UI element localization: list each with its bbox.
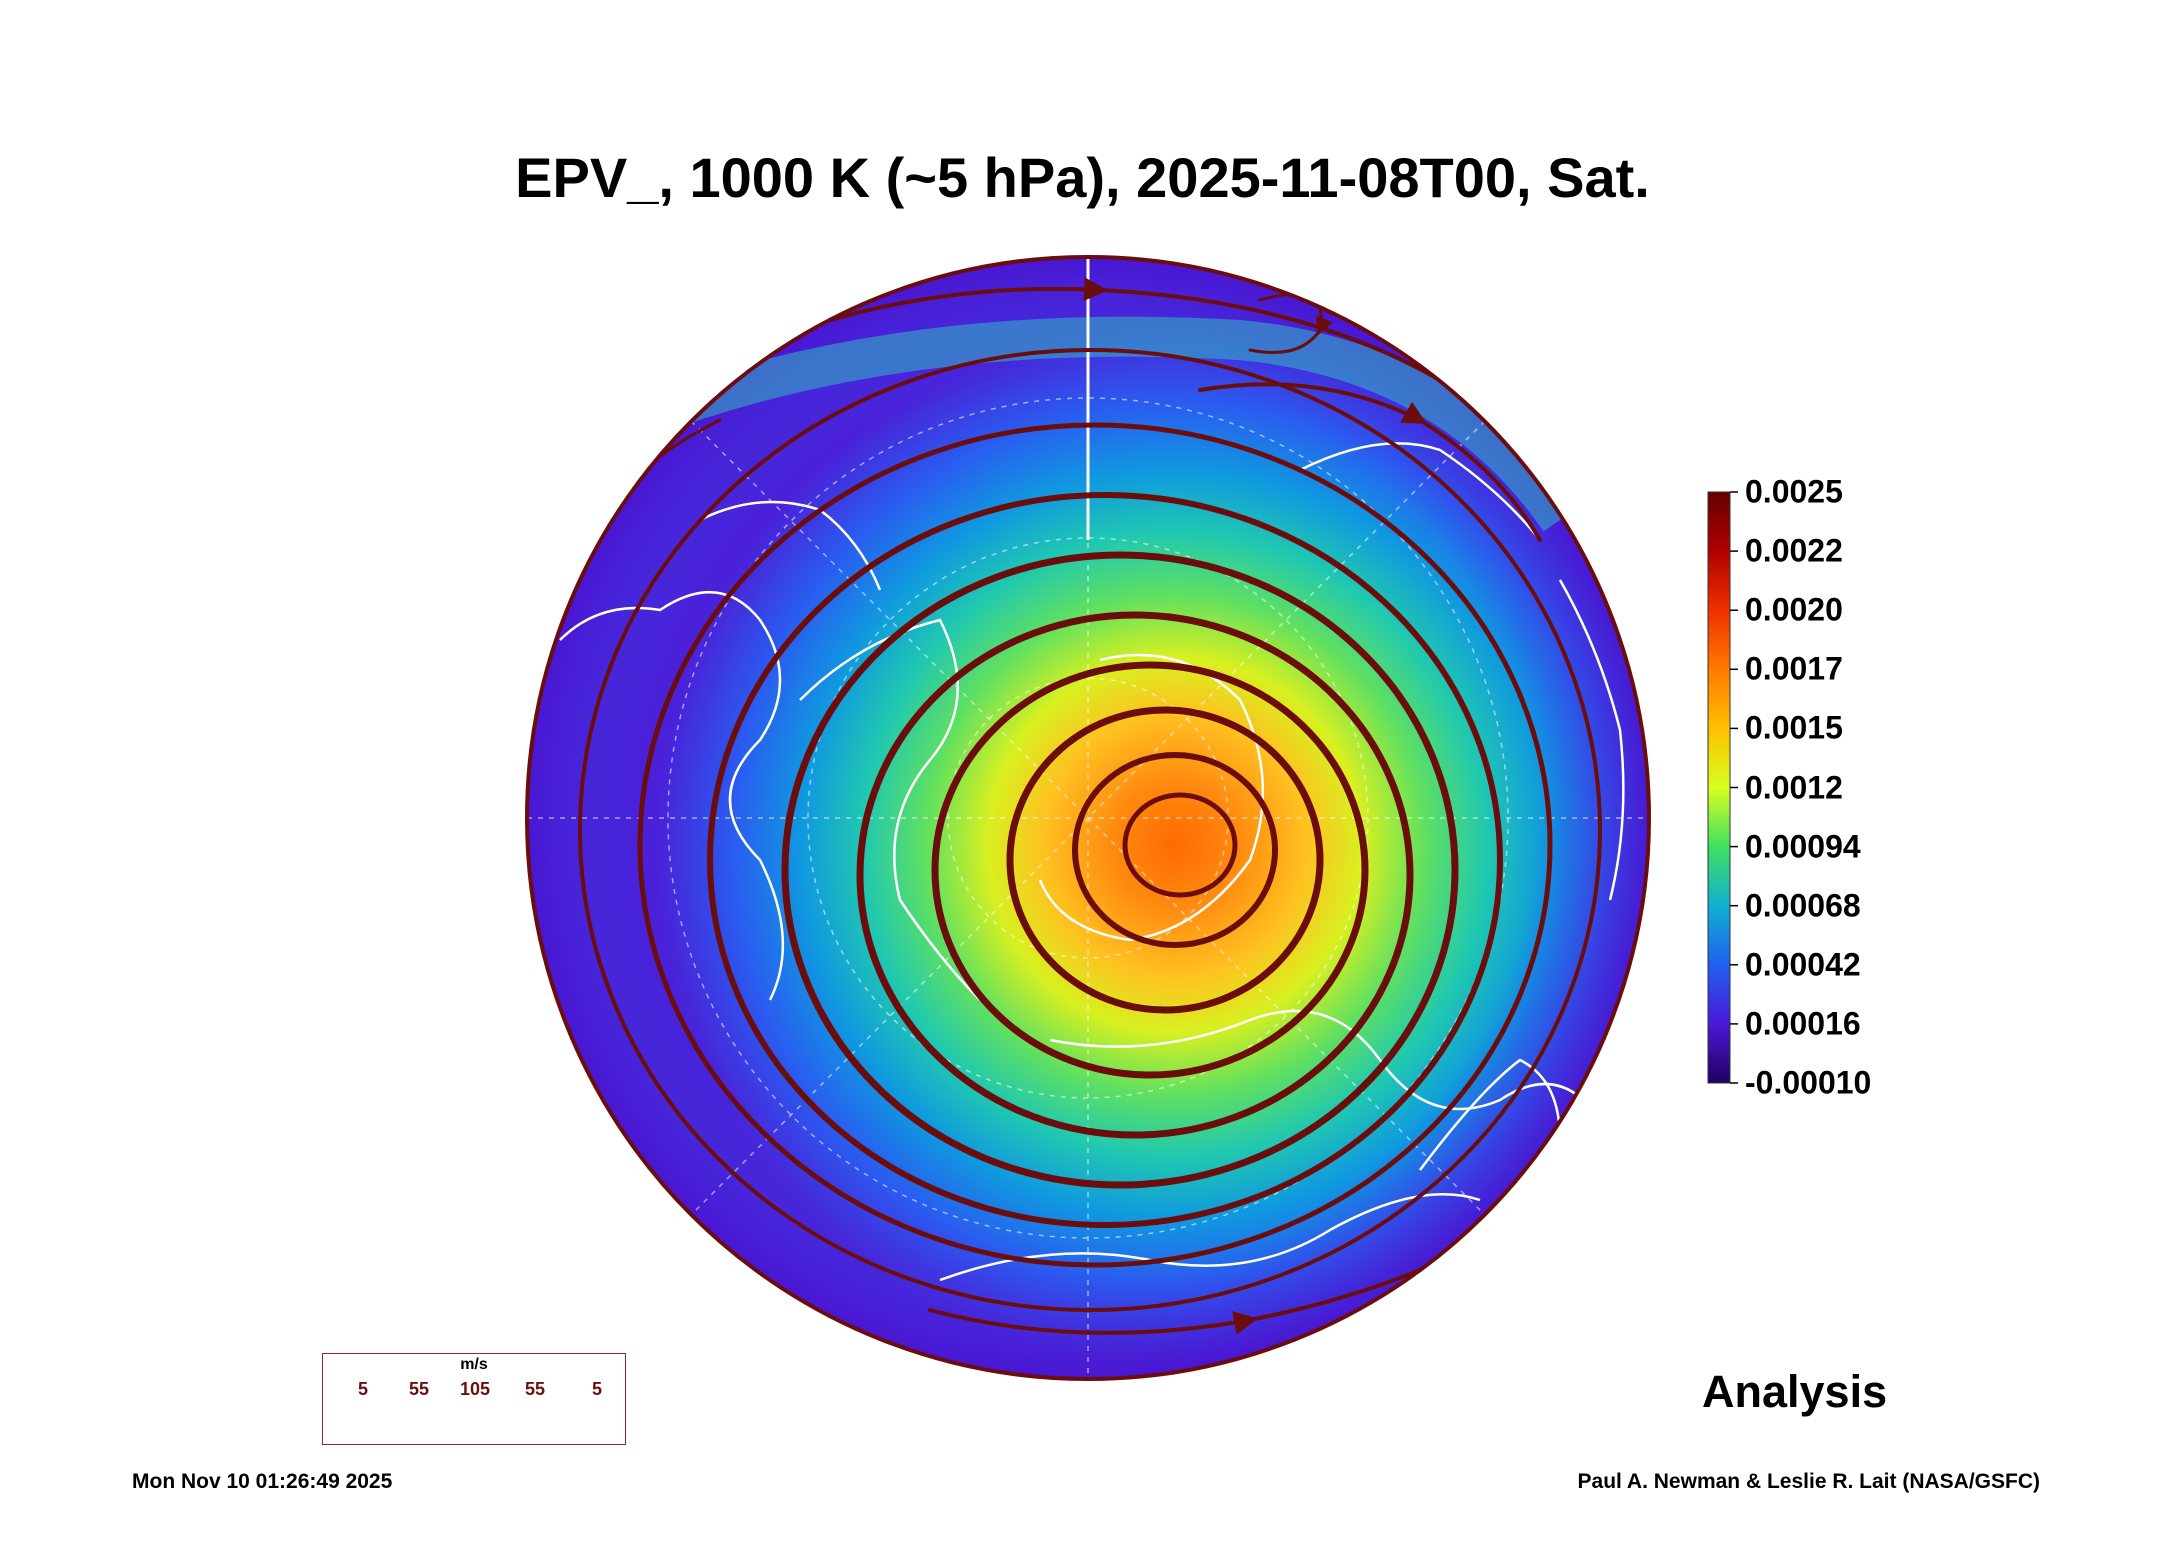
colorbar-label: 0.0017 xyxy=(1745,650,1843,687)
colorbar xyxy=(1707,491,1731,1084)
wind-legend-tick: 5 xyxy=(591,1379,603,1399)
colorbar-label: 0.0022 xyxy=(1745,532,1843,569)
streamline xyxy=(1122,792,1238,898)
colorbar-label: 0.0012 xyxy=(1745,769,1843,805)
streamline xyxy=(1072,752,1278,948)
map-border xyxy=(525,255,1651,1381)
streamline xyxy=(707,492,1503,1228)
wind-legend-tick: 55 xyxy=(408,1379,430,1399)
streamline xyxy=(931,661,1369,1079)
streamline xyxy=(1006,706,1324,1014)
coastlines xyxy=(559,442,1625,1282)
colorbar-label: 0.00016 xyxy=(1745,1005,1861,1042)
streamline xyxy=(637,422,1553,1268)
analysis-label: Analysis xyxy=(1702,1366,1888,1417)
credits: Paul A. Newman & Leslie R. Lait (NASA/GS… xyxy=(1577,1470,2040,1493)
wind-legend-tick: 5 xyxy=(357,1379,369,1399)
wind-legend-unit: m/s xyxy=(460,1356,488,1373)
colorbar-label: 0.00094 xyxy=(1745,828,1861,865)
colorbar-label: -0.00010 xyxy=(1745,1064,1872,1101)
map-disc xyxy=(527,257,1649,1379)
streamline xyxy=(856,611,1414,1139)
streamline xyxy=(578,348,1602,1312)
epv-filament xyxy=(632,316,1577,532)
timestamp: Mon Nov 10 01:26:49 2025 xyxy=(132,1470,393,1493)
colorbar-label: 0.0025 xyxy=(1745,473,1843,510)
streamline xyxy=(781,551,1459,1189)
wind-legend: m/s 5 55 105 55 5 xyxy=(322,1353,626,1445)
colorbar-label: 0.0015 xyxy=(1745,709,1843,746)
colorbar-ticks xyxy=(1730,491,1738,1084)
colorbar-label: 0.00042 xyxy=(1745,946,1861,983)
colorbar-label: 0.0020 xyxy=(1745,591,1843,628)
wind-legend-tick: 55 xyxy=(524,1379,546,1399)
colorbar-label: 0.00068 xyxy=(1745,887,1861,924)
page-title: EPV_, 1000 K (~5 hPa), 2025-11-08T00, Sa… xyxy=(515,146,1650,209)
wind-legend-tick: 105 xyxy=(459,1379,491,1399)
streamline xyxy=(1198,382,1542,542)
